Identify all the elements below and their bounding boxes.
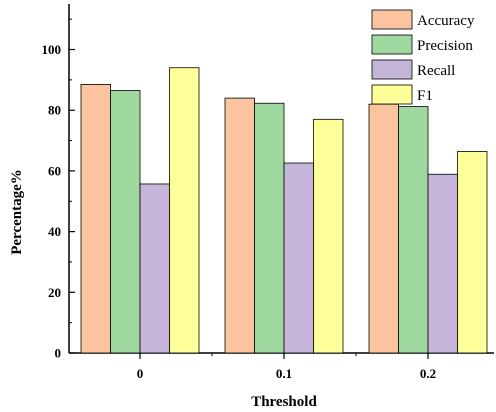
legend-swatch-precision xyxy=(371,34,413,55)
x-axis: 0 0.1 0.2 xyxy=(137,353,436,381)
bar-recall-0 xyxy=(139,183,170,354)
legend-swatch-recall xyxy=(371,59,413,80)
bar-accuracy-0.1 xyxy=(224,97,255,354)
bar-accuracy-0 xyxy=(80,84,111,354)
x-axis-title: Threshold xyxy=(251,394,317,410)
y-axis-title: Percentage% xyxy=(9,169,25,255)
bar-precision-0 xyxy=(110,90,141,354)
bar-f1-0.1 xyxy=(313,118,344,354)
x-tick-label: 0.1 xyxy=(276,366,292,381)
bar-recall-0.1 xyxy=(283,162,314,354)
legend-label-f1: F1 xyxy=(417,88,433,104)
y-tick-label: 40 xyxy=(48,224,61,239)
y-axis: 0 20 40 60 80 100 xyxy=(42,18,75,361)
y-tick-label: 80 xyxy=(48,103,61,118)
bar-recall-0.2 xyxy=(427,173,458,354)
bar-precision-0.2 xyxy=(398,106,429,354)
legend: Accuracy Precision Recall F1 xyxy=(371,9,475,105)
y-tick-label: 60 xyxy=(48,163,61,178)
bar-f1-0.2 xyxy=(457,151,488,354)
bar-accuracy-0.2 xyxy=(368,103,399,354)
y-tick-label: 100 xyxy=(42,42,62,57)
y-tick-label: 0 xyxy=(55,346,62,361)
x-tick-label: 0.2 xyxy=(420,366,436,381)
legend-swatch-accuracy xyxy=(371,9,413,30)
x-tick-label: 0 xyxy=(137,366,144,381)
bars xyxy=(80,67,488,354)
bar-f1-0 xyxy=(169,67,200,354)
legend-label-accuracy: Accuracy xyxy=(417,13,475,29)
legend-label-recall: Recall xyxy=(417,63,455,79)
bar-precision-0.1 xyxy=(254,102,285,354)
y-tick-label: 20 xyxy=(48,285,61,300)
legend-swatch-f1 xyxy=(371,84,413,105)
legend-label-precision: Precision xyxy=(417,38,473,54)
